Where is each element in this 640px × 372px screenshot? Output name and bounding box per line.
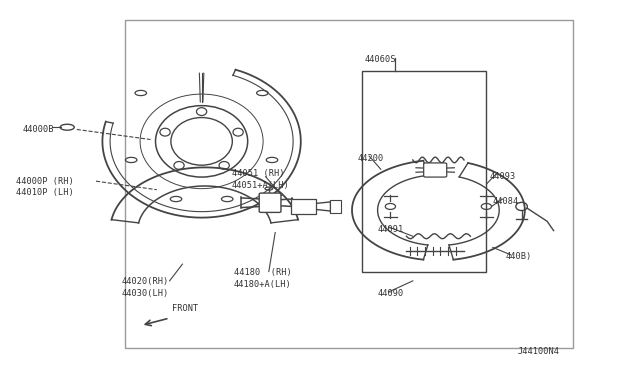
Text: 44060S: 44060S <box>365 55 396 64</box>
Text: J44100N4: J44100N4 <box>518 347 560 356</box>
Bar <box>291 199 316 214</box>
Text: FRONT: FRONT <box>172 304 198 313</box>
Text: 44093: 44093 <box>490 172 516 181</box>
Text: 44200: 44200 <box>357 154 383 163</box>
Text: 44091: 44091 <box>378 225 404 234</box>
Bar <box>330 200 341 213</box>
Text: 44180  (RH)
44180+A(LH): 44180 (RH) 44180+A(LH) <box>234 268 291 289</box>
Text: 44000P (RH)
44010P (LH): 44000P (RH) 44010P (LH) <box>16 177 74 198</box>
Text: 44000B: 44000B <box>22 125 54 134</box>
Text: 44020(RH)
44030(LH): 44020(RH) 44030(LH) <box>122 277 169 298</box>
Text: 44084: 44084 <box>493 197 519 206</box>
Bar <box>125 20 573 348</box>
Text: 44090: 44090 <box>378 289 404 298</box>
Text: 44051 (RH)
44051+A(LH): 44051 (RH) 44051+A(LH) <box>232 169 289 190</box>
FancyBboxPatch shape <box>424 163 447 177</box>
FancyBboxPatch shape <box>259 193 281 212</box>
Text: 440B): 440B) <box>506 252 532 261</box>
Bar <box>362 71 486 272</box>
